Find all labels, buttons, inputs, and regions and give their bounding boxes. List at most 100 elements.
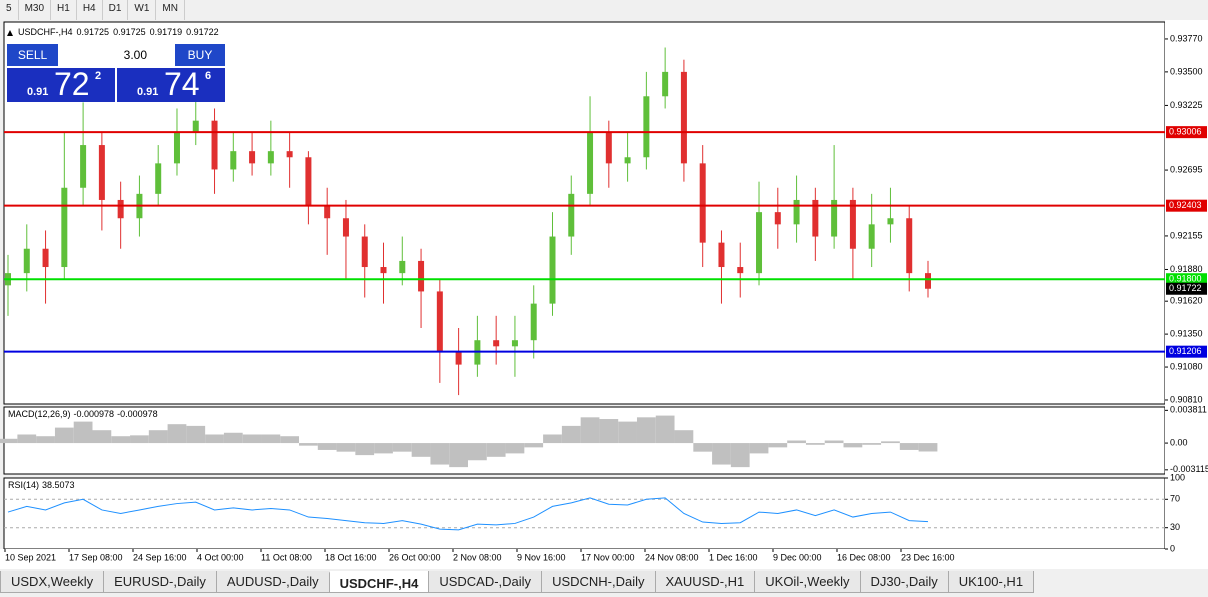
x-tick-label: 11 Oct 08:00 <box>261 552 312 562</box>
timeframe-button[interactable]: MN <box>156 0 185 20</box>
indicator-line <box>7 497 929 531</box>
y-tick-label: 30 <box>1170 522 1180 532</box>
panel <box>3 477 1166 550</box>
y-tick-label: 0.91620 <box>1170 296 1203 306</box>
candle-body <box>793 199 800 225</box>
one-click-trading: SELL 3.00 BUY 0.91 72 2 0.91 74 6 <box>7 44 225 102</box>
candle-body <box>605 132 612 164</box>
histogram-bar <box>186 425 206 444</box>
histogram-bar <box>599 419 619 444</box>
x-tick-label: 2 Nov 08:00 <box>453 552 502 562</box>
candle-body <box>699 163 706 243</box>
line-price-tag <box>1166 345 1207 358</box>
x-tick-label: 1 Dec 16:00 <box>709 552 758 562</box>
candle-body <box>61 187 68 268</box>
histogram-bar <box>730 443 750 468</box>
histogram-bar <box>712 443 731 465</box>
histogram-bar <box>0 438 18 444</box>
candle-body <box>455 352 462 365</box>
candle-body <box>774 212 781 225</box>
histogram-bar <box>317 443 337 450</box>
last-price-label: 0.91722 <box>1169 283 1202 293</box>
histogram-bar <box>449 443 468 468</box>
candle-body <box>418 260 425 292</box>
histogram-bar <box>881 441 900 444</box>
histogram-bar <box>655 415 675 444</box>
line-price-tag <box>1166 126 1207 139</box>
candle-body <box>436 291 443 353</box>
bid-box[interactable]: 0.91 72 2 <box>7 66 115 102</box>
timeframe-button[interactable]: D1 <box>103 0 129 20</box>
candle-body <box>155 163 162 194</box>
candle-body <box>549 236 556 304</box>
chart-tab[interactable]: UK100-,H1 <box>947 571 1035 593</box>
histogram-bar <box>899 443 919 450</box>
chart-tab[interactable]: EURUSD-,Daily <box>103 571 217 593</box>
histogram-bar <box>54 427 74 444</box>
bid-small: 2 <box>95 70 102 82</box>
indicator-header: MACD(12,26,9) -0.000978 -0.000978 <box>8 409 158 419</box>
timeframe-button[interactable]: H1 <box>51 0 77 20</box>
candle-body <box>643 96 650 158</box>
histogram-bar <box>392 443 412 452</box>
histogram-bar <box>73 421 93 444</box>
y-tick-label: 0.93500 <box>1170 66 1203 76</box>
histogram-bar <box>111 436 131 444</box>
histogram-bar <box>693 443 713 452</box>
y-tick-label: 0.91350 <box>1170 328 1203 338</box>
histogram-bar <box>468 443 487 461</box>
histogram-bar <box>749 443 769 454</box>
candle-body <box>925 273 931 289</box>
candle-body <box>305 157 312 207</box>
candle-body <box>192 120 199 133</box>
x-tick-label: 24 Sep 16:00 <box>133 552 187 562</box>
chart-tab[interactable]: USDX,Weekly <box>0 571 105 593</box>
histogram-bar <box>505 443 525 454</box>
ask-box[interactable]: 0.91 74 6 <box>117 66 225 102</box>
histogram-bar <box>92 430 112 444</box>
histogram-bar <box>580 417 600 444</box>
chart-tab[interactable]: USDCAD-,Daily <box>428 571 543 593</box>
chart-tab[interactable]: USDCNH-,Daily <box>541 571 656 593</box>
chart-tab[interactable]: USDCHF-,H4 <box>328 571 430 593</box>
lot-value: 3.00 <box>123 48 147 62</box>
histogram-bar <box>768 443 788 448</box>
chart-tab[interactable]: AUDUSD-,Daily <box>215 571 330 593</box>
timeframe-button[interactable]: W1 <box>128 0 157 20</box>
chart-tab[interactable]: UKOil-,Weekly <box>754 571 861 593</box>
candle-body <box>737 267 744 274</box>
symbol: USDCHF-,H4 <box>18 27 73 37</box>
candle-body <box>662 71 669 97</box>
y-tick-label: 100 <box>1170 472 1185 482</box>
candle-body <box>493 340 500 347</box>
chart-tab[interactable]: XAUUSD-,H1 <box>654 571 756 593</box>
histogram-bar <box>355 443 375 456</box>
timeframe-button[interactable]: M30 <box>19 0 52 20</box>
candle-body <box>80 145 87 188</box>
histogram-bar <box>636 417 656 444</box>
lot-field[interactable]: 3.00 <box>60 45 173 65</box>
timeframe-button[interactable]: H4 <box>77 0 103 20</box>
chart-tab[interactable]: DJ30-,Daily <box>859 571 949 593</box>
buy-button[interactable]: BUY <box>175 44 225 66</box>
line-price-label: 0.92403 <box>1169 200 1202 210</box>
candle-body <box>211 120 218 170</box>
histogram-bar <box>223 432 243 444</box>
x-tick-label: 17 Sep 08:00 <box>69 552 123 562</box>
ohlc-value: 0.91722 <box>186 27 219 37</box>
bid-prefix: 0.91 <box>27 86 49 98</box>
y-tick-label: 0.91080 <box>1170 361 1203 371</box>
candle-body <box>23 248 30 274</box>
sell-button[interactable]: SELL <box>7 44 58 66</box>
histogram-bar <box>787 440 806 444</box>
candle-body <box>399 260 406 274</box>
histogram-bar <box>242 434 262 444</box>
histogram-bar <box>618 421 637 444</box>
x-tick-label: 10 Sep 2021 <box>5 552 56 562</box>
timeframe-button[interactable]: 5 <box>0 0 19 20</box>
candle-body <box>887 218 894 225</box>
histogram-bar <box>486 443 506 457</box>
line-price-tag <box>1166 199 1207 212</box>
histogram-bar <box>299 443 318 446</box>
y-tick-label: 0.90810 <box>1170 394 1203 404</box>
